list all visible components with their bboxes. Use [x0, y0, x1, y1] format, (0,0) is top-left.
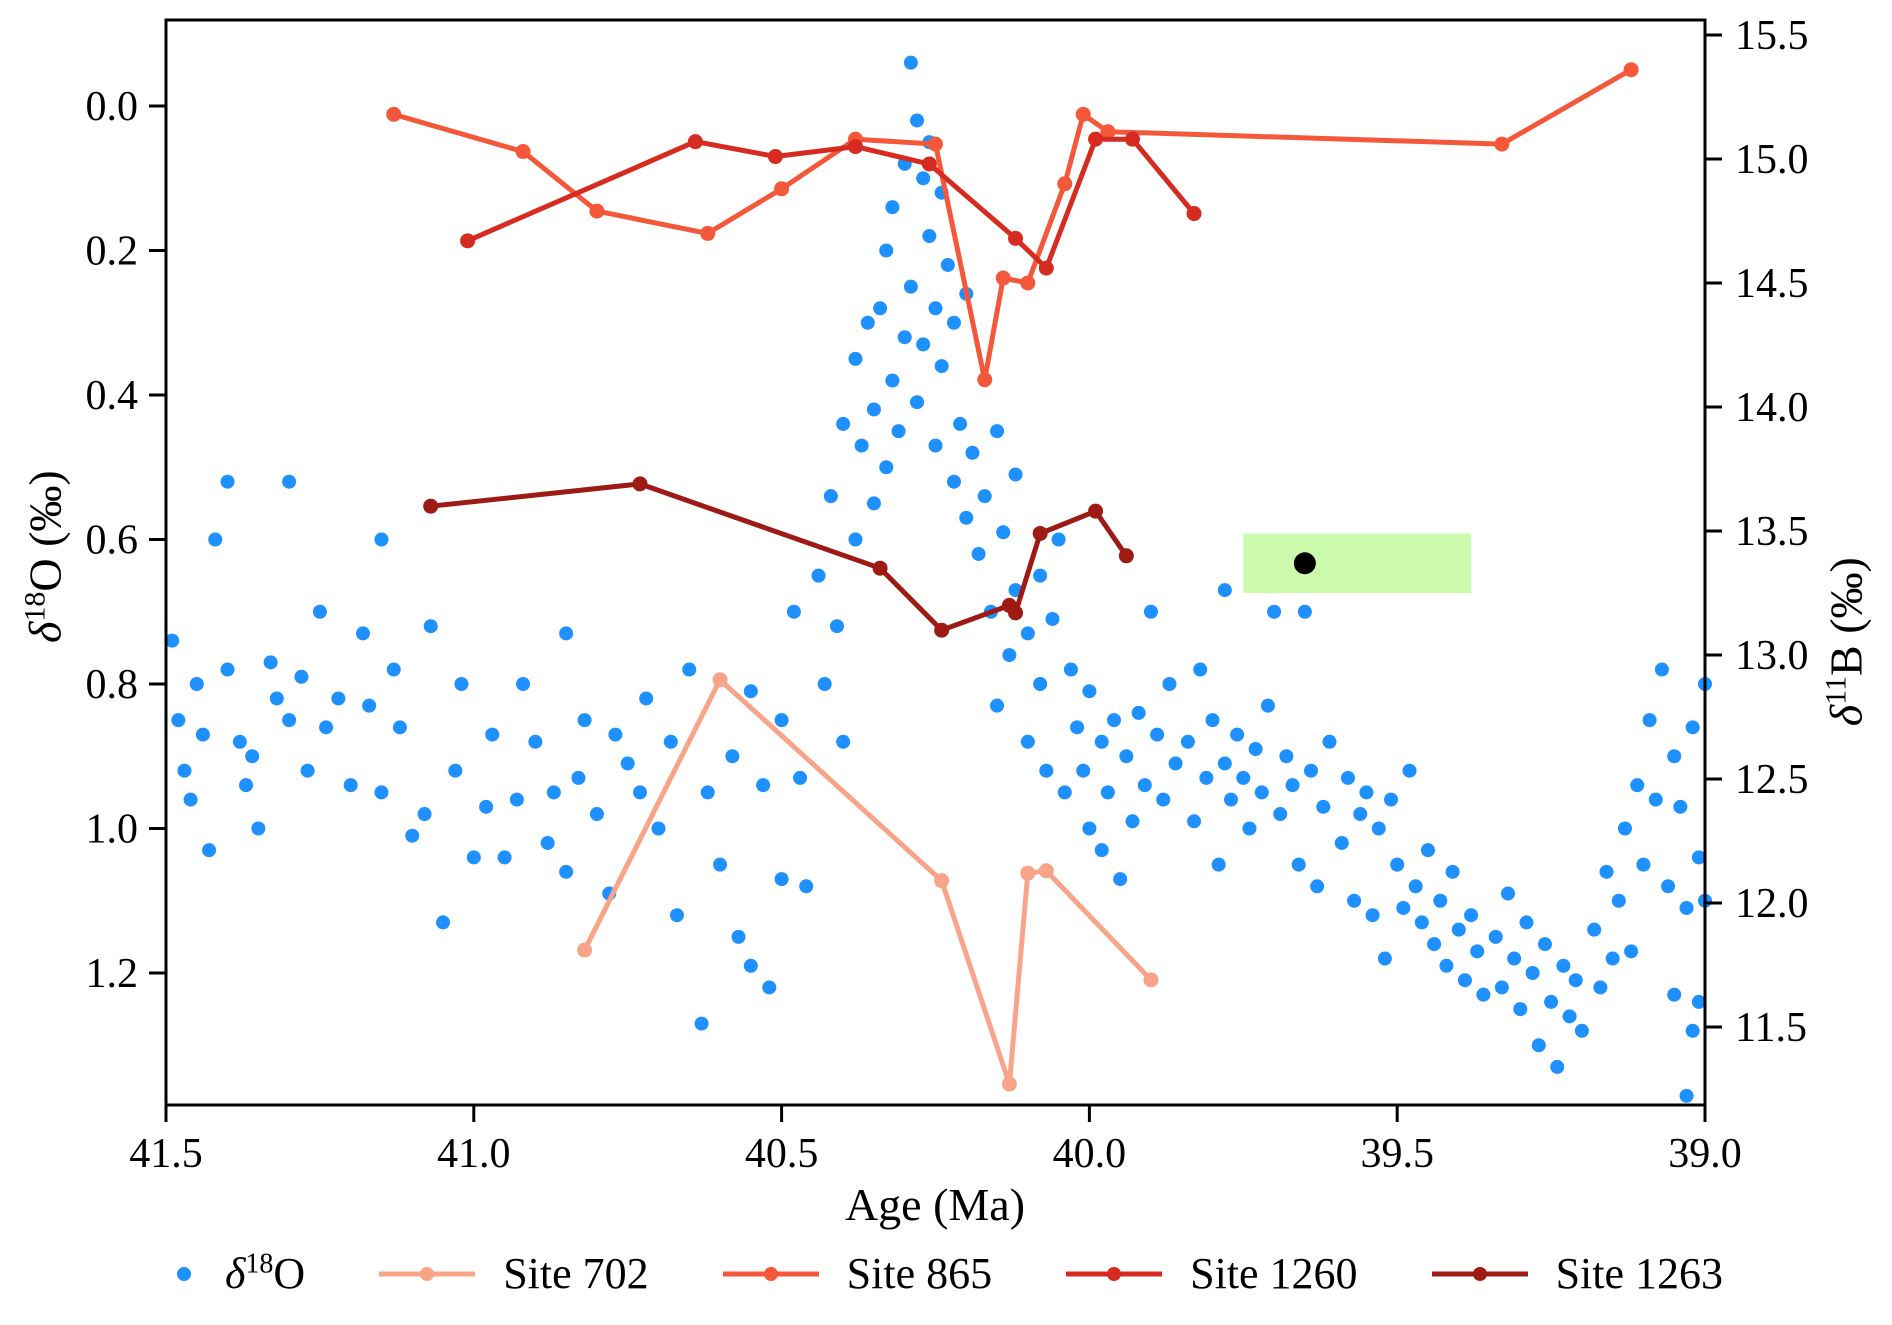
y-left-tick-label: 0.0 [86, 84, 139, 130]
legend-label: δ18O [224, 1248, 306, 1298]
y-right-tick-labels: 15.5 15.0 14.5 14.0 13.5 13.0 12.5 12.0 11.5 [1705, 13, 1809, 1051]
y-left-tick-labels: 0.0 0.2 0.4 0.6 0.8 1.0 1.2 [86, 84, 166, 997]
x-tick-label: 39.5 [1360, 1131, 1434, 1177]
series-site-1263 [423, 476, 1134, 638]
legend-label: Site 1260 [1190, 1249, 1358, 1298]
plot-border [164, 18, 1707, 1107]
legend-item-d18o: δ18O [169, 1248, 305, 1299]
x-tick-label: 41.0 [437, 1131, 511, 1177]
legend-item-site-702: Site 702 [377, 1248, 649, 1299]
x-tick-labels: 41.5 41.0 40.5 40.0 39.5 39.0 [129, 1105, 1742, 1177]
y-right-tick-label: 12.5 [1735, 757, 1809, 803]
x-axis-label: Age (Ma) [844, 1179, 1026, 1230]
y-right-tick-label: 15.5 [1735, 13, 1809, 59]
legend-label: Site 702 [503, 1249, 649, 1298]
ylabel-left-elem: O [19, 558, 71, 592]
y-axis-label-right: δ11B (‰) [1819, 442, 1872, 842]
y-left-tick-label: 0.6 [86, 518, 139, 564]
y-left-tick-label: 1.0 [86, 807, 139, 853]
x-tick-label: 40.0 [1053, 1131, 1127, 1177]
y-right-tick-label: 14.0 [1735, 385, 1809, 431]
y-left-tick-label: 1.2 [86, 951, 139, 997]
y-left-tick-label: 0.2 [86, 229, 139, 275]
line-marker-icon [722, 1266, 819, 1281]
legend-label: Site 865 [846, 1249, 993, 1298]
x-tick-label: 40.5 [745, 1131, 819, 1177]
series-site-1260 [460, 131, 1202, 276]
ylabel-left-unit: (‰) [19, 470, 71, 559]
y-right-tick-label: 13.0 [1735, 633, 1809, 679]
y-right-tick-label: 15.0 [1735, 137, 1809, 183]
y-axis-label-left: δ18O (‰) [18, 357, 71, 757]
ylabel-right-elem: B [1820, 645, 1872, 676]
ylabel-right-delta: δ [1820, 704, 1872, 727]
legend-item-site-1260: Site 1260 [1064, 1248, 1358, 1299]
line-marker-icon [379, 1266, 476, 1281]
legend: δ18O Site 702 Site 865 Site 1260 Site 1263 [0, 1248, 1892, 1299]
legend-item-site-1263: Site 1263 [1430, 1248, 1723, 1299]
series-δ18o [165, 55, 1712, 1103]
y-right-tick-label: 11.5 [1735, 1005, 1807, 1051]
legend-label: Site 1263 [1555, 1249, 1724, 1298]
x-tick-label: 39.0 [1668, 1131, 1742, 1177]
ylabel-right-unit: (‰) [1820, 557, 1872, 646]
line-marker-icon [1066, 1266, 1163, 1281]
x-tick-label: 41.5 [129, 1131, 203, 1177]
uncertainty-box [1243, 533, 1472, 593]
scatter-marker-icon [176, 1266, 191, 1281]
ylabel-left-delta: δ [19, 621, 71, 644]
series-site-702 [577, 672, 1159, 1092]
y-right-tick-label: 14.5 [1735, 261, 1809, 307]
y-right-tick-label: 12.0 [1735, 881, 1809, 927]
line-marker-icon [1431, 1266, 1528, 1281]
series-site-865 [386, 62, 1639, 388]
ylabel-right-sup: 11 [1819, 675, 1853, 705]
series-black-point [1293, 552, 1316, 575]
y-left-tick-label: 0.4 [86, 373, 139, 419]
y-right-tick-label: 13.5 [1735, 509, 1809, 555]
y-left-tick-label: 0.8 [86, 662, 139, 708]
legend-item-site-865: Site 865 [721, 1248, 992, 1299]
ylabel-left-sup: 18 [18, 591, 52, 622]
